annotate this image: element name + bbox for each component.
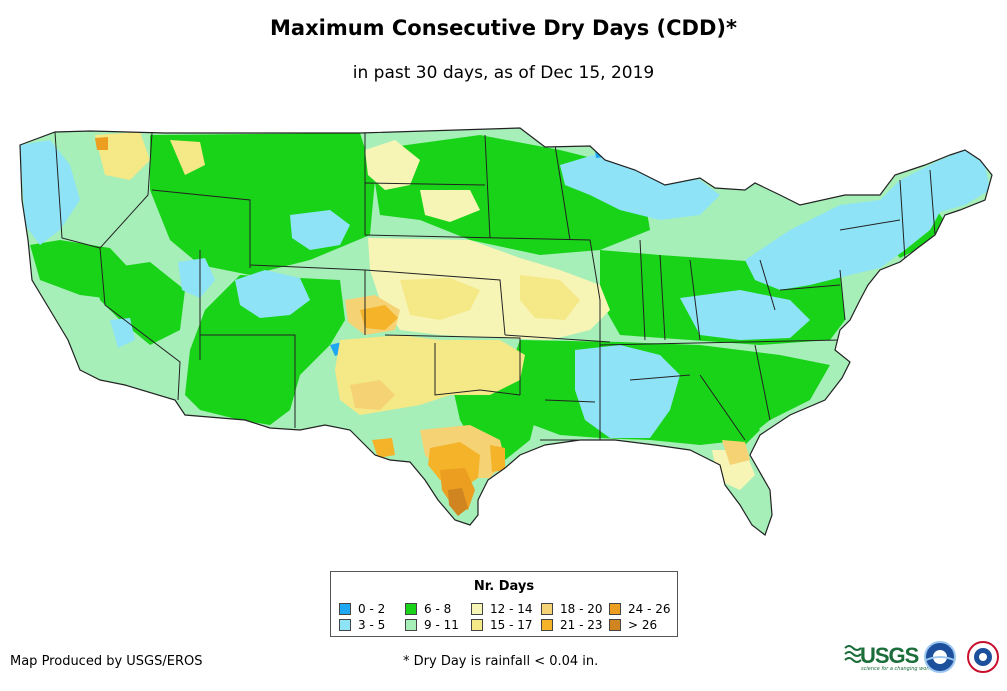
usgs-wave-icon [844,645,862,663]
legend-swatch [471,603,483,615]
legend-swatch [405,619,417,631]
footnote-text: * Dry Day is rainfall < 0.04 in. [403,654,599,669]
legend-label: 3 - 5 [358,618,386,632]
legend-item: > 26 [609,618,657,632]
class-over-26-regions [448,488,468,516]
state-boundaries [54,131,936,441]
legend-item: 24 - 26 [609,602,671,616]
map-title: Maximum Consecutive Dry Days (CDD)* [270,16,737,40]
legend-item: 21 - 23 [541,618,603,632]
legend-item: 15 - 17 [471,618,533,632]
legend-swatch [609,603,621,615]
legend-label: 15 - 17 [490,618,533,632]
legend-swatch [541,603,553,615]
nws-logo-icon [967,641,999,673]
noaa-logo-icon [924,641,956,673]
legend-label: 18 - 20 [560,602,603,616]
legend-swatch [471,619,483,631]
agency-logos [844,641,999,673]
legend-item: 18 - 20 [541,602,603,616]
legend-label: 24 - 26 [628,602,671,616]
usgs-tagline: science for a changing world [861,666,933,672]
legend-swatch [405,603,417,615]
legend-item: 6 - 8 [405,602,451,616]
legend-label: 21 - 23 [560,618,603,632]
credit-text: Map Produced by USGS/EROS [10,654,203,669]
legend-swatch [609,619,621,631]
legend-title: Nr. Days [473,579,535,594]
legend-swatch [339,603,351,615]
legend-item: 9 - 11 [405,618,459,632]
legend-label: 6 - 8 [424,602,452,616]
usgs-logo: USGS [860,643,919,668]
map-subtitle: in past 30 days, as of Dec 15, 2019 [352,63,655,83]
map-legend: Nr. Days 0 - 2 3 - 5 6 - 8 9 - 11 12 - 14 15 … [330,571,678,637]
legend-label: 12 - 14 [490,602,533,616]
legend-swatch [541,619,553,631]
legend-label: 9 - 11 [424,618,459,632]
legend-item: 12 - 14 [471,602,533,616]
legend-label: 0 - 2 [358,602,386,616]
legend-label: > 26 [628,618,658,632]
legend-item: 0 - 2 [339,602,385,616]
class-3-5-regions [20,140,990,438]
legend-swatch [339,619,351,631]
legend-item: 3 - 5 [339,618,385,632]
